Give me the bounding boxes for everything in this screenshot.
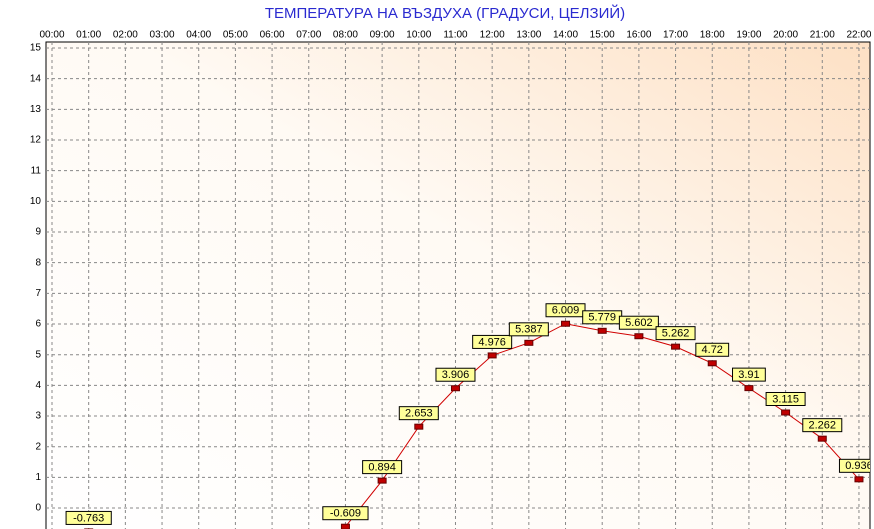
value-label: 0.936 [845, 460, 873, 472]
value-label-box [322, 506, 369, 521]
x-tick-label: 06:00 [260, 30, 285, 41]
y-tick-label: 3 [35, 411, 41, 422]
point-marker [707, 360, 717, 367]
value-label: 3.906 [442, 369, 470, 381]
value-label: 4.976 [478, 336, 506, 348]
x-tick-label: 05:00 [223, 30, 248, 41]
point-marker [414, 423, 424, 430]
point-marker [377, 477, 387, 484]
value-label-box [435, 367, 476, 382]
value-label-box [802, 418, 843, 433]
y-tick-label: 1 [35, 472, 41, 483]
y-tick-label: 4 [35, 380, 41, 391]
x-tick-label: 02:00 [113, 30, 138, 41]
x-tick-label: 17:00 [663, 30, 688, 41]
value-label-box [765, 391, 806, 406]
value-label: 3.91 [738, 369, 759, 381]
y-tick-label: 8 [35, 257, 41, 268]
x-tick-label: 19:00 [736, 30, 761, 41]
point-marker [340, 523, 350, 529]
y-tick-label: 5 [35, 349, 41, 360]
y-tick-label: 14 [30, 73, 42, 84]
y-tick-label: 7 [35, 288, 41, 299]
x-tick-label: 07:00 [296, 30, 321, 41]
point-marker [524, 339, 534, 346]
value-label-box [508, 322, 549, 337]
value-label: 0.894 [368, 462, 396, 474]
y-tick-label: 6 [35, 319, 41, 330]
y-tick-label: 11 [31, 165, 42, 176]
value-label-box [65, 510, 112, 525]
x-tick-label: 18:00 [700, 30, 725, 41]
value-label: -0.609 [330, 508, 361, 520]
value-label: 4.72 [702, 344, 723, 356]
value-label-box [732, 367, 766, 382]
value-label-box [398, 406, 439, 421]
x-tick-label: 14:00 [553, 30, 578, 41]
point-marker [817, 435, 827, 442]
y-tick-label: 2 [35, 441, 41, 452]
point-marker [671, 343, 681, 350]
x-tick-label: 08:00 [333, 30, 358, 41]
y-tick-label: 9 [35, 227, 41, 238]
point-marker [781, 409, 791, 416]
x-tick-label: 10:00 [406, 30, 431, 41]
x-tick-label: 04:00 [186, 30, 211, 41]
value-label-box [618, 315, 659, 330]
y-tick-label: 13 [30, 104, 42, 115]
point-marker [854, 476, 864, 483]
value-label-box [545, 303, 586, 318]
point-marker [597, 327, 607, 334]
x-tick-label: 22:00 [846, 30, 871, 41]
x-tick-label: 00:00 [39, 30, 64, 41]
point-marker [634, 333, 644, 340]
y-tick-label: 12 [30, 135, 42, 146]
value-label: 2.653 [405, 408, 433, 420]
plot-area [45, 41, 871, 529]
x-tick-label: 01:00 [76, 30, 101, 41]
point-marker [744, 385, 754, 392]
value-label: 5.262 [662, 328, 690, 340]
value-label: 2.262 [809, 420, 837, 432]
y-tick-label: 15 [30, 43, 42, 54]
point-marker [450, 385, 460, 392]
y-tick-label: 0 [35, 503, 41, 514]
value-label: 5.602 [625, 317, 653, 329]
x-tick-label: 13:00 [516, 30, 541, 41]
value-label-box [695, 342, 730, 357]
chart-title: ТЕМПЕРАТУРА НА ВЪЗДУХА (ГРАДУСИ, ЦЕЛЗИЙ) [265, 4, 625, 22]
x-tick-label: 09:00 [370, 30, 395, 41]
x-tick-label: 21:00 [810, 30, 835, 41]
x-tick-label: 03:00 [150, 30, 175, 41]
value-label-box [838, 458, 870, 473]
x-tick-label: 16:00 [626, 30, 651, 41]
value-label: 5.779 [588, 312, 616, 324]
value-label: 5.387 [515, 324, 543, 336]
marks: -0.763 -0.609 0.894 2.653 3.906 4.976 5.387 6.0… [65, 303, 873, 529]
value-label: 3.115 [772, 393, 799, 405]
x-tick-label: 20:00 [773, 30, 798, 41]
grid [46, 42, 870, 529]
y-tick-label: 10 [30, 196, 42, 207]
value-label: 6.009 [552, 305, 580, 317]
value-label-box [655, 326, 696, 341]
value-label-box [472, 334, 513, 349]
x-tick-label: 12:00 [480, 30, 505, 41]
value-label-box [362, 460, 403, 475]
x-tick-label: 11:00 [443, 30, 468, 41]
value-label: -0.763 [73, 512, 104, 524]
x-tick-label: 15:00 [590, 30, 615, 41]
point-marker [561, 320, 571, 327]
point-marker [487, 352, 497, 359]
